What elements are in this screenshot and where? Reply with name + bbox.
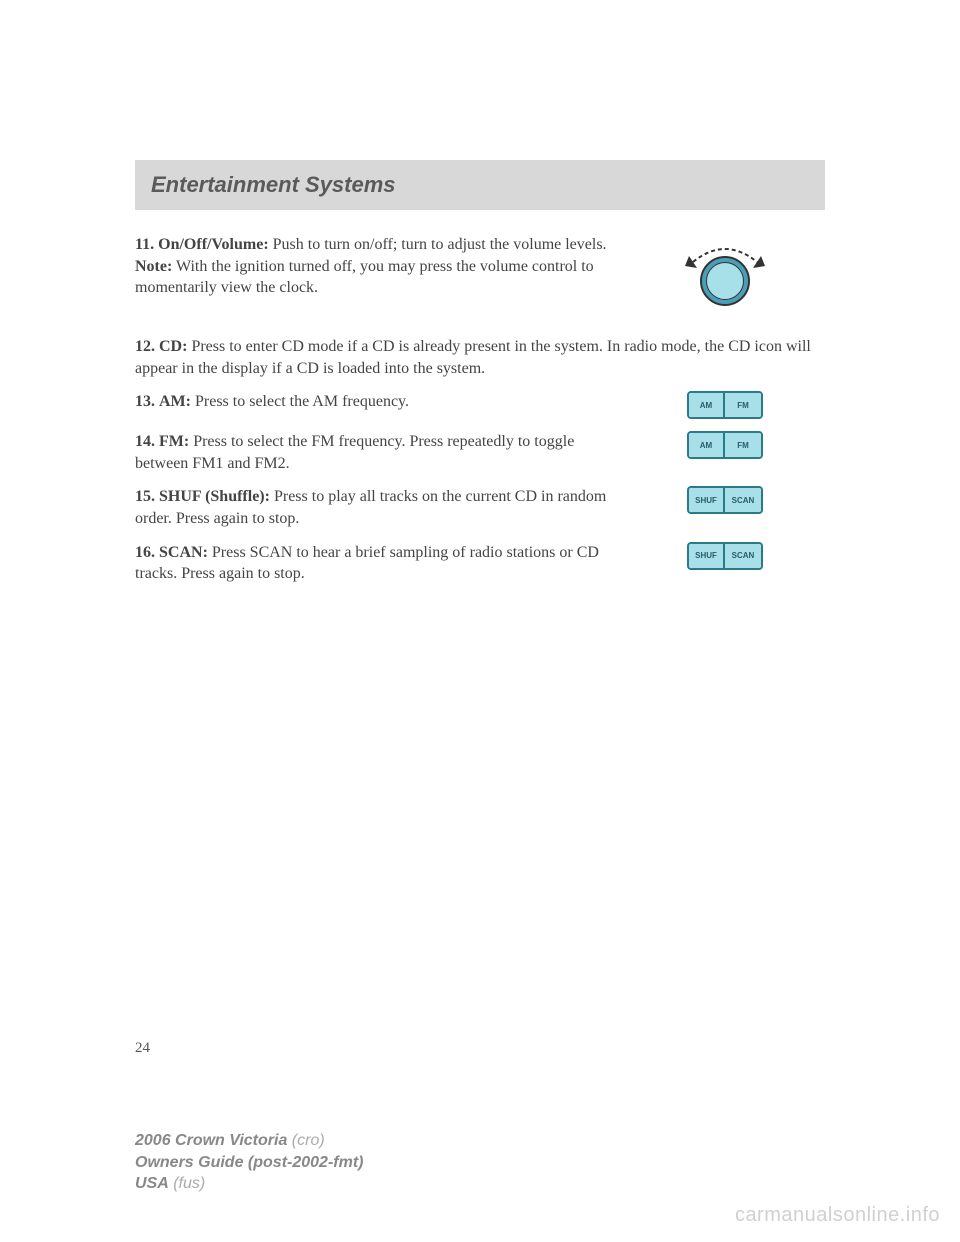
footer-code1: (cro) [287,1132,324,1149]
item-label: On/Off/Volume: [158,236,269,253]
item-15-row: 15. SHUF (Shuffle): Press to play all tr… [135,486,825,529]
footer-guide: Owners Guide (post-2002-fmt) [135,1154,363,1171]
item-label: SCAN: [159,544,208,561]
footer: 2006 Crown Victoria (cro) Owners Guide (… [135,1130,363,1195]
am-button-label: AM [689,393,725,417]
fm-button-label: FM [725,393,761,417]
item-13-text: 13. AM: Press to select the AM frequency… [135,391,625,413]
item-num: 15. [135,488,155,505]
item-label: AM: [159,393,191,410]
page-number: 24 [135,1040,150,1057]
item-body: Press to select the AM frequency. [191,393,409,410]
item-num: 14. [135,433,155,450]
volume-knob-icon [625,234,825,324]
watermark: carmanualsonline.info [735,1204,940,1227]
item-label: FM: [159,433,189,450]
item-body: Press to select the FM frequency. Press … [135,433,574,472]
item-num: 12. [135,338,155,355]
footer-line-1: 2006 Crown Victoria (cro) [135,1130,363,1152]
item-num: 16. [135,544,155,561]
header-bar: Entertainment Systems [135,160,825,210]
am-button-label: AM [689,433,725,457]
footer-code3: (fus) [169,1175,205,1192]
shuf-scan-button-icon: SHUF SCAN [625,542,825,570]
item-11-text: 11. On/Off/Volume: Push to turn on/off; … [135,234,625,299]
item-label: SHUF (Shuffle): [159,488,270,505]
page-container: Entertainment Systems 11. On/Off/Volume:… [0,0,960,585]
footer-line-3: USA (fus) [135,1173,363,1195]
item-16-row: 16. SCAN: Press SCAN to hear a brief sam… [135,542,825,585]
footer-model: 2006 Crown Victoria [135,1132,287,1149]
item-11-row: 11. On/Off/Volume: Push to turn on/off; … [135,234,825,324]
fm-button-label: FM [725,433,761,457]
item-12-row: 12. CD: Press to enter CD mode if a CD i… [135,336,825,379]
item-16-text: 16. SCAN: Press SCAN to hear a brief sam… [135,542,625,585]
shuf-scan-button-icon: SHUF SCAN [625,486,825,514]
note-label: Note: [135,258,172,275]
footer-region: USA [135,1175,169,1192]
am-fm-button-icon: AM FM [625,391,825,419]
shuf-button-label: SHUF [689,544,725,568]
am-fm-button-icon: AM FM [625,431,825,459]
item-14-row: 14. FM: Press to select the FM frequency… [135,431,825,474]
scan-button-label: SCAN [725,488,761,512]
section-title: Entertainment Systems [151,172,809,198]
item-body: Push to turn on/off; turn to adjust the … [269,236,607,253]
item-14-text: 14. FM: Press to select the FM frequency… [135,431,625,474]
item-15-text: 15. SHUF (Shuffle): Press to play all tr… [135,486,625,529]
footer-line-2: Owners Guide (post-2002-fmt) [135,1152,363,1174]
note-text: With the ignition turned off, you may pr… [135,258,594,297]
item-label: CD: [159,338,187,355]
scan-button-label: SCAN [725,544,761,568]
item-num: 13. [135,393,155,410]
item-num: 11. [135,236,154,253]
shuf-button-label: SHUF [689,488,725,512]
item-13-row: 13. AM: Press to select the AM frequency… [135,391,825,419]
item-body: Press to enter CD mode if a CD is alread… [135,338,811,377]
